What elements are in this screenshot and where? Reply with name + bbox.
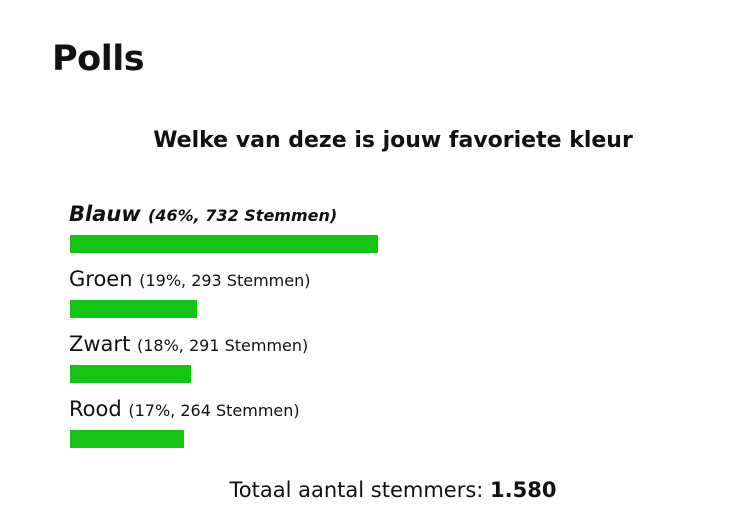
total-label: Totaal aantal stemmers: <box>229 478 484 502</box>
option-stats: (19%, 293 Stemmen) <box>139 271 311 290</box>
result-bar <box>70 300 197 318</box>
option-label: Groen (19%, 293 Stemmen) <box>69 265 669 295</box>
option-label: Blauw (46%, 732 Stemmen) <box>69 200 669 230</box>
poll-options: Blauw (46%, 732 Stemmen) Groen (19%, 293… <box>69 200 669 460</box>
poll-option-rood: Rood (17%, 264 Stemmen) <box>69 395 669 460</box>
option-name: Groen <box>69 267 133 291</box>
option-stats: (17%, 264 Stemmen) <box>128 401 300 420</box>
option-stats: (46%, 732 Stemmen) <box>148 206 338 225</box>
poll-option-blauw: Blauw (46%, 732 Stemmen) <box>69 200 669 265</box>
total-voters: Totaal aantal stemmers: 1.580 <box>0 478 745 503</box>
poll-question: Welke van deze is jouw favoriete kleur <box>153 128 633 153</box>
page-title: Polls <box>52 39 145 79</box>
result-bar <box>70 430 184 448</box>
option-label: Zwart (18%, 291 Stemmen) <box>69 330 669 360</box>
option-name: Blauw <box>69 202 141 226</box>
total-value: 1.580 <box>490 478 557 502</box>
option-name: Zwart <box>69 332 131 356</box>
result-bar <box>70 235 378 253</box>
option-name: Rood <box>69 397 122 421</box>
poll-option-zwart: Zwart (18%, 291 Stemmen) <box>69 330 669 395</box>
poll-option-groen: Groen (19%, 293 Stemmen) <box>69 265 669 330</box>
option-stats: (18%, 291 Stemmen) <box>137 336 309 355</box>
result-bar <box>70 365 191 383</box>
option-label: Rood (17%, 264 Stemmen) <box>69 395 669 425</box>
